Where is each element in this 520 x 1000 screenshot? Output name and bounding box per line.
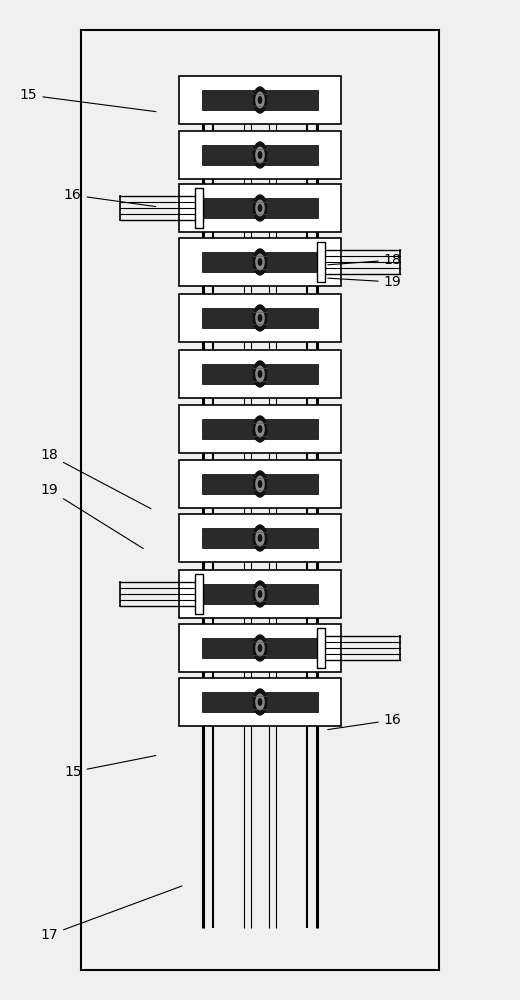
Bar — [202, 419, 318, 439]
Circle shape — [253, 249, 267, 275]
Text: 19: 19 — [41, 483, 143, 549]
Text: 16: 16 — [328, 713, 401, 730]
Circle shape — [258, 535, 262, 541]
Bar — [179, 238, 341, 286]
Circle shape — [253, 361, 267, 387]
Bar — [179, 131, 341, 179]
Bar — [179, 350, 341, 398]
Circle shape — [258, 699, 262, 705]
Text: 19: 19 — [328, 275, 401, 289]
Bar — [202, 252, 318, 272]
Circle shape — [253, 305, 267, 331]
Circle shape — [258, 205, 262, 211]
Bar — [179, 678, 341, 726]
Circle shape — [256, 421, 264, 437]
Circle shape — [256, 254, 264, 270]
Circle shape — [253, 195, 267, 221]
Bar — [179, 624, 341, 672]
Bar — [202, 198, 318, 218]
Circle shape — [256, 530, 264, 546]
Text: 18: 18 — [328, 253, 401, 267]
Bar — [317, 242, 325, 282]
Bar — [317, 628, 325, 668]
Bar — [179, 294, 341, 342]
Circle shape — [258, 645, 262, 651]
Circle shape — [258, 315, 262, 321]
Circle shape — [258, 426, 262, 432]
Bar — [195, 574, 203, 614]
Circle shape — [253, 416, 267, 442]
Circle shape — [256, 640, 264, 656]
Circle shape — [253, 581, 267, 607]
Bar — [202, 474, 318, 494]
Bar — [202, 364, 318, 384]
Bar — [81, 30, 439, 970]
Bar — [179, 405, 341, 453]
Text: 15: 15 — [64, 756, 156, 779]
Circle shape — [256, 366, 264, 382]
Text: 18: 18 — [41, 448, 151, 509]
Circle shape — [258, 259, 262, 265]
Circle shape — [258, 371, 262, 377]
Circle shape — [256, 476, 264, 492]
Bar — [179, 460, 341, 508]
Text: 15: 15 — [20, 88, 156, 112]
Circle shape — [256, 92, 264, 108]
Circle shape — [256, 147, 264, 163]
Circle shape — [256, 200, 264, 216]
Bar — [202, 638, 318, 658]
Circle shape — [258, 97, 262, 103]
Circle shape — [253, 689, 267, 715]
Bar — [179, 514, 341, 562]
Text: 17: 17 — [41, 886, 182, 942]
Circle shape — [253, 525, 267, 551]
Circle shape — [253, 87, 267, 113]
Bar — [202, 145, 318, 165]
Bar — [179, 184, 341, 232]
Bar — [202, 584, 318, 604]
Circle shape — [256, 310, 264, 326]
Bar — [179, 570, 341, 618]
Bar — [202, 692, 318, 712]
Bar — [179, 76, 341, 124]
Bar — [202, 528, 318, 548]
Circle shape — [253, 635, 267, 661]
Circle shape — [258, 152, 262, 158]
Circle shape — [258, 481, 262, 487]
Bar — [202, 308, 318, 328]
Circle shape — [256, 586, 264, 602]
Text: 16: 16 — [64, 188, 156, 207]
Bar — [202, 90, 318, 110]
Circle shape — [253, 471, 267, 497]
Circle shape — [258, 591, 262, 597]
Circle shape — [256, 694, 264, 710]
Bar — [195, 188, 203, 228]
Circle shape — [253, 142, 267, 168]
